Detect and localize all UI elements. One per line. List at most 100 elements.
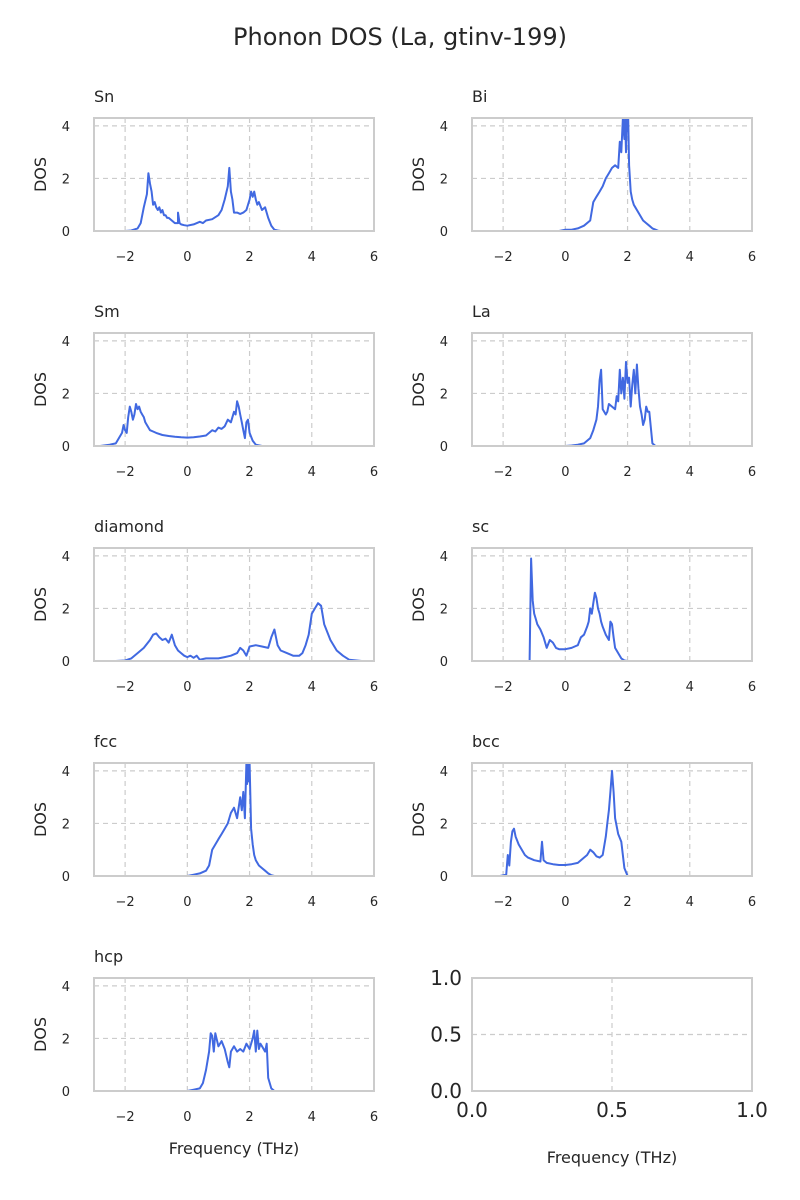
subplot-bcc: −2 0 2 4 6 0 2 4 bcc DOS — [409, 732, 756, 910]
axes-frame — [471, 977, 753, 1092]
axes-frame — [93, 117, 375, 232]
subplot-title: Sn — [94, 87, 114, 106]
subplot-grid: −2 0 2 4 6 0 2 4 Sn DOS −2 0 2 4 6 0 2 4 Bi DOS −2 0 2 4 6 0 2 4 Sm D… — [31, 87, 768, 1167]
x-tick-label: 6 — [748, 895, 756, 910]
y-tick-label: 0 — [440, 440, 448, 455]
y-tick-label: 4 — [440, 335, 448, 350]
x-tick-label: −2 — [494, 895, 513, 910]
subplot-empty: 0.0 0.5 1.0 0.0 0.5 1.0 Frequency (THz) — [430, 966, 768, 1167]
x-tick-label: 0 — [561, 895, 569, 910]
x-tick-label: 6 — [370, 1110, 378, 1125]
y-tick-label: 4 — [440, 765, 448, 780]
y-axis-label: DOS — [31, 802, 50, 837]
axes-frame — [93, 977, 375, 1092]
x-tick-label: −2 — [494, 680, 513, 695]
subplot-diamond: −2 0 2 4 6 0 2 4 diamond DOS — [31, 517, 378, 695]
subplot-Sm: −2 0 2 4 6 0 2 4 Sm DOS — [31, 302, 378, 480]
x-tick-label: −2 — [116, 680, 135, 695]
x-tick-label: 0 — [561, 465, 569, 480]
axes-frame — [93, 547, 375, 662]
y-axis-label: DOS — [31, 157, 50, 192]
x-tick-label: 2 — [245, 250, 253, 265]
y-tick-label: 0 — [440, 870, 448, 885]
y-tick-label: 2 — [62, 1032, 70, 1047]
y-axis-label: DOS — [409, 372, 428, 407]
y-tick-label: 0 — [62, 870, 70, 885]
dos-series-line — [94, 166, 281, 231]
y-axis-label: DOS — [31, 587, 50, 622]
x-axis-label: Frequency (THz) — [547, 1148, 677, 1167]
x-tick-label: 0.0 — [456, 1098, 488, 1122]
x-tick-label: 2 — [245, 1110, 253, 1125]
x-tick-label: 0 — [183, 1110, 191, 1125]
y-axis-label: DOS — [409, 157, 428, 192]
subplot-title: Sm — [94, 302, 120, 321]
axes-frame — [471, 332, 753, 447]
x-tick-label: 4 — [686, 250, 694, 265]
x-tick-label: 1.0 — [736, 1098, 768, 1122]
y-axis-label: DOS — [31, 372, 50, 407]
y-tick-label: 2 — [440, 817, 448, 832]
subplot-hcp: −2 0 2 4 6 0 2 4 hcp DOS Frequency (THz) — [31, 947, 378, 1158]
subplot-title: bcc — [472, 732, 500, 751]
dos-series-line — [565, 360, 657, 446]
x-tick-label: 0 — [561, 680, 569, 695]
subplot-La: −2 0 2 4 6 0 2 4 La DOS — [409, 302, 756, 480]
x-tick-label: 6 — [370, 680, 378, 695]
x-tick-label: 4 — [308, 1110, 316, 1125]
dos-series-line — [528, 557, 628, 661]
y-tick-label: 0 — [62, 225, 70, 240]
x-tick-label: 4 — [308, 465, 316, 480]
y-tick-label: 0.0 — [430, 1079, 462, 1103]
x-tick-label: 4 — [308, 895, 316, 910]
y-tick-label: 0 — [440, 225, 448, 240]
x-tick-label: 2 — [245, 895, 253, 910]
x-tick-label: 6 — [748, 465, 756, 480]
x-tick-label: 4 — [686, 680, 694, 695]
x-tick-label: 0.5 — [596, 1098, 628, 1122]
subplot-sc: −2 0 2 4 6 0 2 4 sc DOS — [409, 517, 756, 695]
subplot-fcc: −2 0 2 4 6 0 2 4 fcc DOS — [31, 732, 378, 910]
x-tick-label: 6 — [370, 895, 378, 910]
x-axis-label: Frequency (THz) — [169, 1139, 299, 1158]
subplot-Bi: −2 0 2 4 6 0 2 4 Bi DOS — [409, 87, 756, 265]
axes-frame — [93, 762, 375, 877]
y-tick-label: 2 — [440, 602, 448, 617]
x-tick-label: −2 — [116, 465, 135, 480]
x-tick-label: −2 — [116, 250, 135, 265]
y-tick-label: 0 — [62, 440, 70, 455]
subplot-title: sc — [472, 517, 489, 536]
axes-frame — [471, 117, 753, 232]
y-tick-label: 4 — [62, 980, 70, 995]
x-tick-label: 0 — [561, 250, 569, 265]
x-tick-label: 4 — [686, 895, 694, 910]
x-tick-label: 2 — [245, 465, 253, 480]
dos-series-line — [499, 769, 629, 876]
y-tick-label: 0 — [440, 655, 448, 670]
x-tick-label: 6 — [370, 465, 378, 480]
x-tick-label: 2 — [623, 680, 631, 695]
dos-series-line — [558, 118, 660, 231]
y-tick-label: 1.0 — [430, 966, 462, 990]
y-tick-label: 2 — [62, 817, 70, 832]
y-tick-label: 2 — [62, 172, 70, 187]
subplot-title: fcc — [94, 732, 117, 751]
subplot-title: Bi — [472, 87, 487, 106]
y-tick-label: 4 — [62, 765, 70, 780]
x-tick-label: 0 — [183, 680, 191, 695]
subplot-title: La — [472, 302, 491, 321]
x-tick-label: −2 — [116, 895, 135, 910]
subplot-Sn: −2 0 2 4 6 0 2 4 Sn DOS — [31, 87, 378, 265]
x-tick-label: 0 — [183, 465, 191, 480]
y-tick-label: 4 — [62, 550, 70, 565]
x-tick-label: 2 — [245, 680, 253, 695]
x-tick-label: 0 — [183, 895, 191, 910]
subplot-title: diamond — [94, 517, 164, 536]
y-axis-label: DOS — [409, 802, 428, 837]
x-tick-label: 6 — [370, 250, 378, 265]
dos-series-line — [187, 1029, 276, 1091]
subplot-title: hcp — [94, 947, 123, 966]
y-tick-label: 0 — [62, 655, 70, 670]
axes-frame — [93, 332, 375, 447]
x-tick-label: 4 — [686, 465, 694, 480]
